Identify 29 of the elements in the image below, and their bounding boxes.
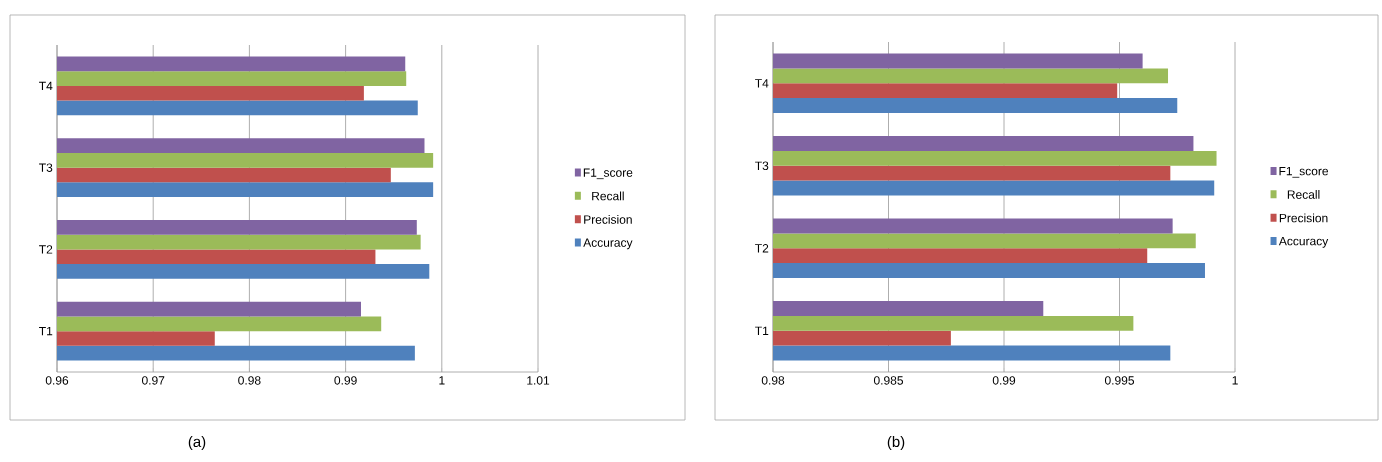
- x-tick-label: 0.98: [238, 376, 261, 385]
- y-tick-label: T3: [39, 163, 53, 172]
- text: (b): [887, 436, 905, 450]
- x-tick-label: 1.01: [527, 376, 550, 385]
- x-tick-label: 0.97: [141, 376, 165, 385]
- x-tick-label: 0.995: [1104, 376, 1135, 385]
- x-tick-label: 0.985: [873, 376, 904, 385]
- y-tick-label: T4: [39, 81, 53, 90]
- y-tick-label: T2: [39, 245, 53, 254]
- x-tick-label: 0.99: [334, 376, 357, 385]
- legend-label: F1_score: [1279, 166, 1329, 178]
- legend-label: Accuracy: [1278, 236, 1329, 248]
- x-tick-label: 0.98: [761, 376, 785, 385]
- text: (a): [188, 436, 206, 450]
- y-tick-label: T1: [755, 326, 769, 335]
- legend-label: Recall: [1287, 190, 1320, 199]
- y-tick-label: T1: [39, 327, 53, 336]
- x-tick-label: 0.96: [45, 376, 69, 385]
- y-tick-label: T2: [755, 244, 769, 253]
- legend-label: Precision: [1279, 213, 1328, 223]
- legend-label: F1_score: [583, 168, 633, 180]
- legend-label: Recall: [592, 191, 624, 201]
- y-tick-label: T3: [755, 161, 769, 171]
- legend-label: Accuracy: [583, 238, 633, 250]
- y-tick-label: T4: [755, 79, 769, 88]
- x-tick-label: 1: [439, 376, 445, 385]
- x-tick-label: 1: [1232, 376, 1238, 385]
- legend-label: Precision: [584, 214, 632, 224]
- x-tick-label: 0.99: [992, 376, 1016, 385]
